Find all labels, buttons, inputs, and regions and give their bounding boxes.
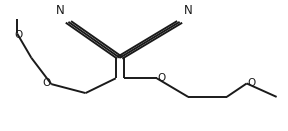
Text: O: O [158, 73, 166, 83]
Text: O: O [248, 78, 256, 88]
Text: O: O [14, 30, 23, 40]
Text: N: N [56, 4, 64, 17]
Text: N: N [184, 4, 193, 17]
Text: O: O [42, 78, 50, 88]
